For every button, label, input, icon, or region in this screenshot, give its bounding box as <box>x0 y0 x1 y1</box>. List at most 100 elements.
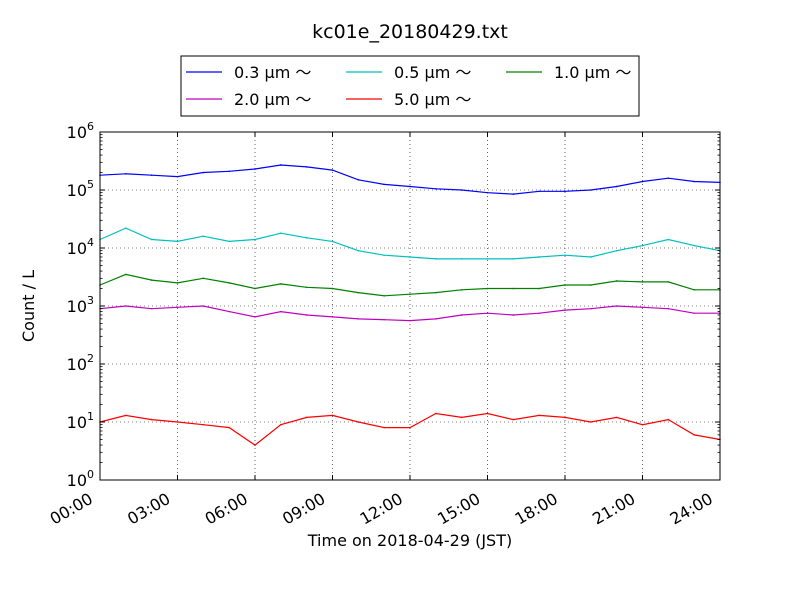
data-point <box>486 191 489 194</box>
data-point <box>357 291 360 294</box>
data-point <box>641 306 644 309</box>
data-point <box>331 169 334 171</box>
data-point <box>202 235 205 237</box>
legend-label: 0.3 μm ～ <box>234 63 311 82</box>
data-point <box>280 423 282 426</box>
data-point <box>693 244 695 247</box>
y-tick-label: 106 <box>67 120 94 142</box>
data-point <box>538 312 540 315</box>
data-point <box>280 232 282 234</box>
y-tick-label: 100 <box>67 468 94 490</box>
data-point <box>176 306 179 309</box>
y-tick-label: 105 <box>67 178 94 200</box>
y-tick-label: 101 <box>67 410 94 432</box>
data-point <box>409 256 411 258</box>
data-point <box>331 287 334 290</box>
data-point <box>590 307 592 310</box>
data-point <box>693 180 695 183</box>
data-point <box>383 318 385 321</box>
data-point <box>460 314 463 316</box>
data-point <box>564 416 566 419</box>
y-tick-base: 10 <box>67 297 87 316</box>
data-point <box>486 312 489 315</box>
data-point <box>331 414 334 417</box>
data-point <box>150 279 153 281</box>
data-point <box>693 289 695 291</box>
data-point <box>125 173 127 175</box>
data-point <box>667 177 670 179</box>
data-point <box>435 187 437 190</box>
data-point <box>176 175 179 178</box>
data-point <box>590 421 592 423</box>
data-point <box>667 418 670 421</box>
data-point <box>228 240 230 243</box>
legend-label: 1.0 μm ～ <box>554 63 631 82</box>
data-point <box>512 193 515 195</box>
data-point <box>202 423 205 426</box>
data-point <box>667 307 670 310</box>
data-point <box>564 254 566 257</box>
data-point <box>409 185 411 188</box>
data-point <box>150 174 153 176</box>
data-point <box>383 426 385 429</box>
data-point <box>125 227 127 229</box>
data-point <box>150 238 153 241</box>
data-point <box>176 282 179 284</box>
data-point <box>564 309 566 311</box>
data-point <box>615 416 618 419</box>
y-tick-label: 104 <box>67 236 94 258</box>
data-point <box>641 180 644 183</box>
data-point <box>460 289 463 291</box>
data-point <box>693 434 695 436</box>
data-point <box>357 318 360 320</box>
data-point <box>486 258 489 260</box>
data-point <box>202 171 205 174</box>
data-point <box>228 282 230 284</box>
data-point <box>693 312 695 315</box>
legend: 0.3 μm ～ 0.5 μm ～ 1.0 μm ～ 2.0 μm ～ 5.0 μm ～ <box>180 55 640 117</box>
data-point <box>357 421 360 423</box>
legend-label: 5.0 μm ～ <box>394 90 471 109</box>
data-point <box>641 244 644 247</box>
plot-area <box>99 131 721 481</box>
data-point <box>512 258 515 260</box>
data-point <box>305 166 308 168</box>
data-point <box>228 170 230 173</box>
y-tick-base: 10 <box>67 471 87 490</box>
y-tick-label: 103 <box>67 294 94 316</box>
y-tick-exponent: 5 <box>87 178 94 191</box>
legend-label: 0.5 μm ～ <box>394 63 471 82</box>
data-point <box>305 314 308 316</box>
data-point <box>305 416 308 419</box>
data-point <box>125 414 127 417</box>
data-point <box>512 418 515 421</box>
y-tick-exponent: 3 <box>87 294 94 307</box>
data-point <box>538 287 540 290</box>
data-point <box>564 284 566 286</box>
data-point <box>150 418 153 421</box>
data-point <box>125 273 127 276</box>
data-point <box>202 277 205 280</box>
data-point <box>641 423 644 426</box>
data-point <box>615 249 618 252</box>
data-point <box>254 316 256 318</box>
data-point <box>435 318 437 320</box>
data-point <box>435 291 437 294</box>
data-point <box>150 307 153 310</box>
data-point <box>254 168 256 170</box>
data-point <box>512 287 515 290</box>
y-tick-exponent: 1 <box>87 410 94 423</box>
data-point <box>176 240 179 243</box>
data-point <box>538 256 540 258</box>
data-point <box>615 185 618 188</box>
y-tick-exponent: 2 <box>87 352 94 365</box>
y-tick-label: 102 <box>67 352 94 374</box>
y-axis-label: Count / L <box>19 270 38 342</box>
data-point <box>460 416 463 419</box>
y-tick-base: 10 <box>67 239 87 258</box>
data-point <box>538 414 540 417</box>
data-point <box>564 190 566 193</box>
y-tick-base: 10 <box>67 181 87 200</box>
